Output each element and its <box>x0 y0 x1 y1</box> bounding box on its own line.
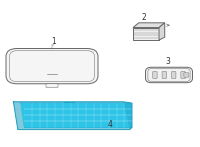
Polygon shape <box>13 102 132 103</box>
Polygon shape <box>13 102 24 130</box>
FancyBboxPatch shape <box>171 71 176 78</box>
FancyBboxPatch shape <box>184 73 189 77</box>
Polygon shape <box>18 128 132 130</box>
Polygon shape <box>20 103 132 128</box>
Text: 4: 4 <box>108 120 112 130</box>
Polygon shape <box>123 102 132 130</box>
FancyBboxPatch shape <box>6 49 98 84</box>
Polygon shape <box>133 28 159 40</box>
Polygon shape <box>159 23 165 40</box>
FancyBboxPatch shape <box>146 67 192 83</box>
FancyBboxPatch shape <box>162 71 167 78</box>
FancyBboxPatch shape <box>153 71 157 78</box>
FancyBboxPatch shape <box>181 71 185 78</box>
Polygon shape <box>64 102 75 103</box>
FancyBboxPatch shape <box>46 84 58 87</box>
Polygon shape <box>133 23 165 28</box>
Text: 1: 1 <box>52 37 56 46</box>
Text: 2: 2 <box>142 13 146 22</box>
Text: 3: 3 <box>166 57 170 66</box>
